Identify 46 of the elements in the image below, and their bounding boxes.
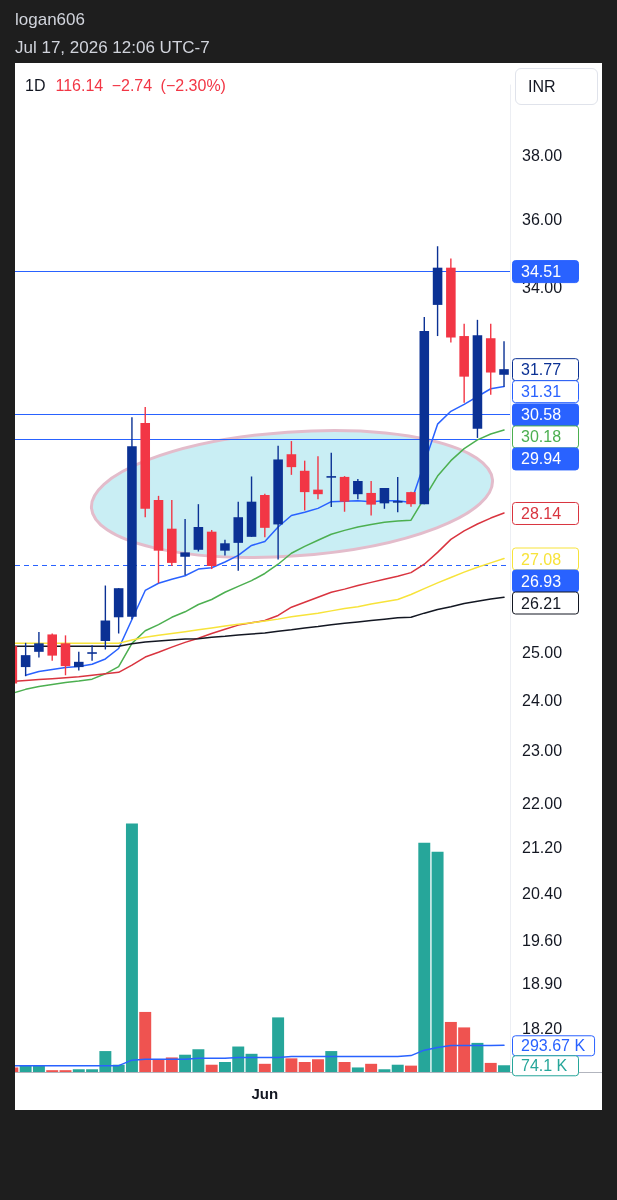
chart-subtitle: 116.14 −2.74 (−2.30%): [55, 77, 226, 94]
chart-title: 1D: [25, 77, 46, 94]
ref-line-label: 34.51: [521, 263, 562, 281]
y-tick-label: 20.40: [522, 884, 563, 902]
ref-line-label: 29.94: [521, 450, 562, 468]
text: logan606: [15, 9, 85, 31]
candlestick: [499, 340, 509, 388]
y-axis-title: INR: [515, 68, 598, 105]
data-label: 30.18: [521, 428, 562, 446]
candlestick: [20, 642, 31, 677]
text: Jul 17, 2026 12:06 UTC-7: [15, 37, 210, 59]
text: 31.77: [521, 361, 562, 379]
data-label: 28.14: [521, 505, 562, 522]
candlestick: [87, 644, 97, 662]
candlestick: [326, 451, 337, 508]
candlestick: [100, 584, 111, 651]
candlestick: [74, 651, 84, 672]
y2-tick-label: 293.67 K: [521, 1037, 586, 1055]
y-tick-label: 18.20: [522, 1019, 563, 1037]
y-tick-label: 38.00: [522, 147, 563, 165]
candlestick: [299, 459, 310, 512]
candlestick: [180, 518, 190, 576]
candlestick: [47, 632, 57, 662]
candlestick: [286, 440, 297, 476]
candlestick: [353, 478, 363, 500]
candlestick: [313, 455, 323, 500]
ref-line-label: 26.93: [521, 572, 562, 590]
ref-line-label: 30.58: [521, 406, 562, 424]
candlestick: [34, 631, 44, 659]
x-tick-label: Jun: [251, 1085, 279, 1103]
candlestick: [193, 503, 204, 553]
y2-tick-label: 74.1 K: [521, 1057, 568, 1075]
candlestick: [392, 476, 403, 513]
y-tick-label: 25.00: [522, 643, 563, 661]
y-tick-label: 23.00: [522, 742, 563, 760]
data-label: 27.08: [521, 550, 562, 568]
y-tick-label: 18.90: [522, 975, 563, 993]
y-tick-label: 19.60: [522, 932, 563, 950]
y-tick-label: 21.20: [522, 839, 563, 857]
candlestick: [366, 480, 376, 517]
data-label: 26.21: [521, 594, 562, 612]
y-tick-label: 36.00: [522, 211, 563, 229]
y-tick-label: 24.00: [522, 692, 563, 710]
data-label: 31.31: [521, 383, 562, 401]
candlestick: [60, 634, 71, 676]
y-tick-label: 22.00: [522, 795, 563, 813]
